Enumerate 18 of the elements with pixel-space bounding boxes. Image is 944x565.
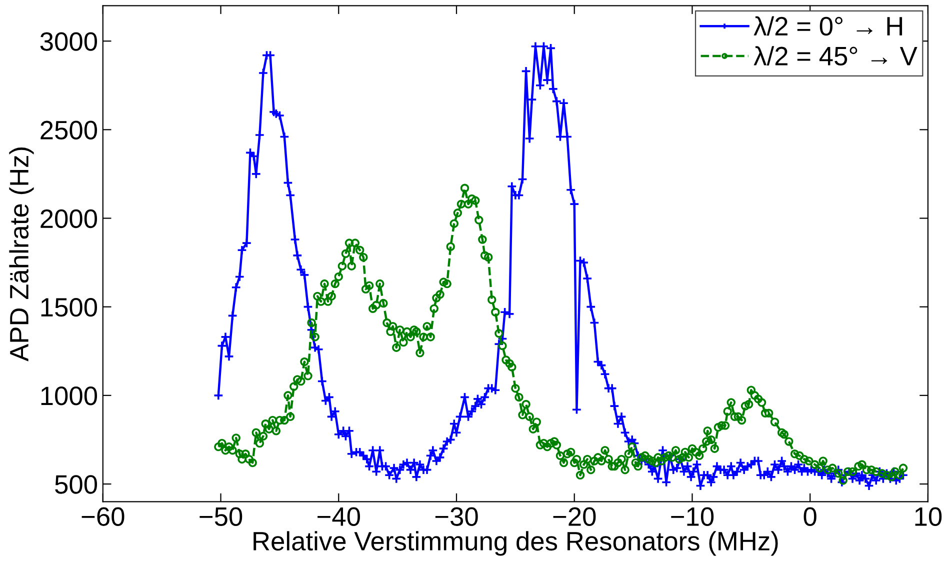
y-axis-title: APD Zählrate (Hz): [9, 148, 34, 362]
y-tick-label: 1000: [41, 386, 98, 406]
x-tick-label: −60: [82, 507, 124, 526]
y-tick-label: 2000: [40, 209, 98, 228]
legend-label: λ/2 = 45° → V: [754, 46, 918, 66]
x-tick-label: −30: [435, 507, 478, 526]
x-tick-label: 10: [915, 507, 942, 526]
x-tick-label: −40: [318, 507, 360, 526]
x-tick-label: 0: [804, 507, 816, 526]
x-tick-label: −20: [553, 507, 596, 526]
y-tick-label: 3000: [40, 32, 98, 51]
x-axis-title: Relative Verstimmung des Resonators (MHz): [254, 531, 778, 556]
x-tick-label: −10: [671, 507, 714, 526]
legend-label: λ/2 = 0° → H: [754, 16, 902, 36]
y-tick-label: 1500: [41, 298, 98, 317]
y-tick-label: 2500: [40, 120, 98, 140]
y-tick-label: 500: [55, 475, 98, 494]
x-tick-label: −50: [200, 507, 242, 526]
